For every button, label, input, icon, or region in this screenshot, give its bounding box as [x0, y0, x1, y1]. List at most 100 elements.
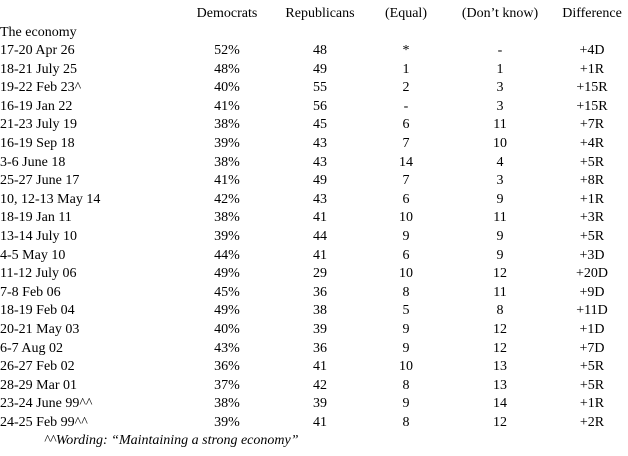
republicans-value: 41 — [313, 414, 327, 430]
democrats-value: 40% — [214, 80, 240, 96]
difference-value: +3D — [579, 247, 605, 263]
equal-value: 2 — [402, 80, 410, 96]
poll-date: 11-12 July 06 — [0, 266, 77, 282]
dont-know-value: 10 — [493, 135, 507, 151]
difference-value: +2R — [579, 414, 605, 430]
republicans-value: 48 — [313, 43, 327, 58]
table-row: 24-25 Feb 99^^ 39% 41 8 12 +2R — [0, 414, 628, 433]
dont-know-value: 13 — [493, 377, 507, 393]
equal-value: 9 — [402, 228, 410, 244]
democrats-value: 39% — [214, 228, 240, 244]
equal-value: 8 — [402, 284, 410, 300]
democrats-value: 36% — [214, 359, 240, 375]
republicans-value: 43 — [313, 191, 327, 207]
table-row: 23-24 June 99^^ 38% 39 9 14 +1R — [0, 395, 628, 414]
republicans-value: 41 — [313, 359, 327, 375]
poll-date: 4-5 May 10 — [0, 247, 66, 263]
dont-know-value: - — [497, 43, 503, 58]
difference-value: +1D — [579, 321, 605, 337]
equal-value: 9 — [402, 321, 410, 337]
table-row: 11-12 July 06 49% 29 10 12 +20D — [0, 265, 628, 284]
footnote: ^^Wording: “Maintaining a strong economy… — [44, 433, 299, 449]
dont-know-value: 1 — [496, 61, 504, 77]
poll-date: 3-6 June 18 — [0, 154, 66, 170]
header-row: Democrats Republicans (Equal) (Don’t kno… — [0, 4, 628, 23]
table-row: 16-19 Jan 22 41% 56 - 3 +15R — [0, 98, 628, 117]
dont-know-value: 3 — [496, 98, 504, 114]
table-row: 19-22 Feb 23^ 40% 55 2 3 +15R — [0, 79, 628, 98]
democrats-value: 38% — [214, 396, 240, 412]
democrats-value: 42% — [214, 191, 240, 207]
democrats-value: 49% — [214, 303, 240, 319]
header-democrats: Democrats — [196, 6, 258, 21]
democrats-value: 52% — [214, 43, 240, 58]
equal-value: 7 — [402, 173, 410, 189]
republicans-value: 36 — [313, 284, 327, 300]
difference-value: +3R — [579, 210, 605, 226]
democrats-value: 41% — [214, 173, 240, 189]
table-row: 6-7 Aug 02 43% 36 9 12 +7D — [0, 340, 628, 359]
republicans-value: 39 — [313, 321, 327, 337]
poll-date: 26-27 Feb 02 — [0, 359, 75, 375]
democrats-value: 45% — [214, 284, 240, 300]
difference-value: +1R — [579, 191, 605, 207]
equal-value: 6 — [402, 117, 410, 133]
republicans-value: 42 — [313, 377, 327, 393]
democrats-value: 38% — [214, 154, 240, 170]
poll-date: 10, 12-13 May 14 — [0, 191, 101, 207]
equal-value: 6 — [402, 191, 410, 207]
equal-value: 9 — [402, 396, 410, 412]
poll-date: 18-19 Feb 04 — [0, 303, 75, 319]
table-row: 21-23 July 19 38% 45 6 11 +7R — [0, 116, 628, 135]
dont-know-value: 9 — [496, 247, 504, 263]
poll-date: 17-20 Apr 26 — [0, 43, 75, 58]
dont-know-value: 8 — [496, 303, 504, 319]
republicans-value: 39 — [313, 396, 327, 412]
table-row: 13-14 July 10 39% 44 9 9 +5R — [0, 228, 628, 247]
table-row: 20-21 May 03 40% 39 9 12 +1D — [0, 321, 628, 340]
democrats-value: 43% — [214, 340, 240, 356]
republicans-value: 45 — [313, 117, 327, 133]
republicans-value: 55 — [313, 80, 327, 96]
dont-know-value: 12 — [493, 414, 507, 430]
difference-value: +7D — [579, 340, 605, 356]
republicans-value: 29 — [313, 266, 327, 282]
difference-value: +4R — [579, 135, 605, 151]
table-row: 10, 12-13 May 14 42% 43 6 9 +1R — [0, 191, 628, 210]
poll-date: 20-21 May 03 — [0, 321, 80, 337]
equal-value: 8 — [402, 377, 410, 393]
republicans-value: 41 — [313, 247, 327, 263]
difference-value: +1R — [579, 396, 605, 412]
poll-results-table: Democrats Republicans (Equal) (Don’t kno… — [0, 4, 628, 432]
equal-value: 6 — [402, 247, 410, 263]
header-difference: Difference — [562, 6, 622, 21]
poll-date: 21-23 July 19 — [0, 117, 77, 133]
democrats-value: 37% — [214, 377, 240, 393]
dont-know-value: 13 — [493, 359, 507, 375]
dont-know-value: 9 — [496, 191, 504, 207]
equal-value: 10 — [399, 359, 413, 375]
difference-value: +9D — [579, 284, 605, 300]
difference-value: +20D — [575, 266, 608, 282]
equal-value: 5 — [402, 303, 410, 319]
equal-value: 7 — [402, 135, 410, 151]
poll-date: 18-21 July 25 — [0, 61, 77, 77]
dont-know-value: 11 — [493, 210, 507, 226]
republicans-value: 44 — [313, 228, 327, 244]
democrats-value: 48% — [214, 61, 240, 77]
dont-know-value: 3 — [496, 173, 504, 189]
dont-know-value: 11 — [493, 284, 507, 300]
table-row: 25-27 June 17 41% 49 7 3 +8R — [0, 172, 628, 191]
equal-value: 10 — [399, 210, 413, 226]
democrats-value: 44% — [214, 247, 240, 263]
democrats-value: 38% — [214, 210, 240, 226]
republicans-value: 36 — [313, 340, 327, 356]
democrats-value: 41% — [214, 98, 240, 114]
republicans-value: 56 — [313, 98, 327, 114]
republicans-value: 38 — [313, 303, 327, 319]
difference-value: +5R — [579, 377, 605, 393]
header-equal: (Equal) — [385, 6, 427, 21]
table-row: 7-8 Feb 06 45% 36 8 11 +9D — [0, 284, 628, 303]
equal-value: 1 — [402, 61, 410, 77]
